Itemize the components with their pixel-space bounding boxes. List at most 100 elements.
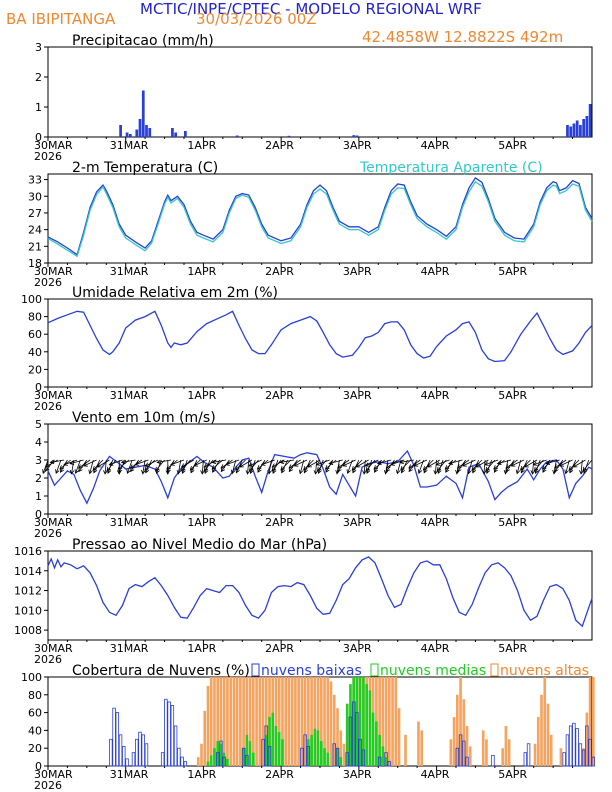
precip-bar xyxy=(184,131,187,137)
cloud-bar-cloud_orange xyxy=(391,677,394,766)
apparent-temperature-legend: Temperatura Aparente (C) xyxy=(359,160,543,176)
wind-arrow xyxy=(288,459,301,469)
cloud-bar-blue xyxy=(183,761,188,767)
cloud-bar-cloud_orange xyxy=(232,677,236,766)
wind-arrow-head xyxy=(533,466,539,472)
cloud-bar-blue xyxy=(572,722,576,767)
cloud-bar-cloud_orange xyxy=(281,677,284,766)
cloud-bar-blue xyxy=(332,743,336,767)
temp-xtick-label: 1APR xyxy=(187,265,216,278)
pressure-xtick-label: 5APR xyxy=(498,642,527,655)
precip-xtick-label: 1APR xyxy=(187,139,216,152)
temp-xtick-label: 3APR xyxy=(343,265,372,278)
cloud-bar-green xyxy=(365,684,368,766)
wind-arrow xyxy=(468,459,473,474)
wind-arrow-head xyxy=(180,463,186,468)
wind-arrow-head xyxy=(211,465,217,470)
wind-arrow xyxy=(142,459,146,474)
pressure-ytick-label: 1010 xyxy=(14,604,42,617)
wind-arrow-head xyxy=(141,469,146,475)
cloud-bar-cloud_orange xyxy=(261,677,265,766)
wind-arrow xyxy=(471,459,483,471)
wind-arrow-head xyxy=(117,465,123,470)
cloud-bar-green xyxy=(245,734,249,766)
pressure-ytick-label: 1012 xyxy=(14,585,42,598)
cloud-bar-green xyxy=(352,677,356,766)
wind-arrow xyxy=(436,459,450,466)
temperature-title: 2-m Temperatura (C) xyxy=(72,160,218,176)
wind-arrow xyxy=(121,459,136,463)
precip-xtick-label: 2APR xyxy=(265,139,294,152)
wind-arrow xyxy=(505,459,515,472)
wind-arrow-head xyxy=(288,467,294,473)
cloud-bar-green xyxy=(339,757,343,766)
wind-arrow-head xyxy=(307,463,312,468)
cloud-bar-green xyxy=(375,721,378,766)
wind-arrow-head xyxy=(505,467,511,473)
cloud-bar-blue xyxy=(170,705,175,767)
cloud-bar-cloud_orange xyxy=(452,717,456,766)
rh-ytick-label: 60 xyxy=(28,328,42,341)
cloud-bar-cloud_orange xyxy=(248,677,252,766)
legend-low-clouds-swatch xyxy=(251,663,260,677)
wind-arrow-head xyxy=(42,469,47,474)
cloud-bar-blue xyxy=(264,725,268,767)
cloud-bar-blue xyxy=(351,701,356,767)
clouds-xtick-label: 5APR xyxy=(498,768,527,781)
cloud-bar-cloud_orange xyxy=(384,677,388,766)
humidity-title: Umidade Relativa em 2m (%) xyxy=(72,285,278,301)
cloud-bar-green xyxy=(213,748,216,766)
rh-line-blue xyxy=(47,310,593,363)
cloud-bar-blue xyxy=(384,752,388,767)
cloud-bar-cloud_orange xyxy=(294,677,297,766)
wind-arrow-head xyxy=(564,469,569,475)
wind-arrow xyxy=(127,459,133,474)
cloud-bar-green xyxy=(277,732,281,766)
wind-arrow-head xyxy=(408,467,413,473)
cloud-bar-blue xyxy=(581,749,586,767)
wind-arrow xyxy=(89,459,94,474)
wind-arrow xyxy=(568,459,580,471)
wind-arrow-head xyxy=(293,462,299,467)
precip-bar xyxy=(569,126,573,137)
cloud-bar-cloud_orange xyxy=(310,677,313,766)
temp-line-blue xyxy=(47,176,593,256)
cloud-bar-cloud_orange xyxy=(307,677,310,766)
cloud-bar-green xyxy=(226,758,229,766)
temp-ytick-label: 33 xyxy=(28,174,42,187)
wind-arrow xyxy=(75,459,81,474)
wind-arrow-head xyxy=(176,469,182,475)
wind-arrow xyxy=(325,459,337,470)
cloud-bar-cloud_orange xyxy=(303,677,307,766)
wind-arrow xyxy=(303,459,314,471)
wind-arrow-head xyxy=(373,465,379,470)
wind-arrow xyxy=(377,459,392,465)
wind-arrow-head xyxy=(298,469,304,475)
wind-arrow xyxy=(554,459,567,469)
cloud-bar-cloud_orange xyxy=(297,677,300,766)
wind-arrow xyxy=(559,459,573,467)
wind-arrow xyxy=(211,459,224,470)
cloud-bar-cloud_orange xyxy=(216,677,220,766)
wind-arrow xyxy=(69,459,84,465)
temp-xtick-label: 30MAR xyxy=(34,265,73,278)
wind-arrow-head xyxy=(220,464,226,469)
rh-ytick-label: 100 xyxy=(21,293,42,306)
cloud-bar-cloud_orange xyxy=(284,677,288,766)
cloud-bar-green xyxy=(242,748,245,766)
wind-arrow-head xyxy=(445,468,450,473)
wind-arrow-head xyxy=(83,462,88,467)
cloud-bar-blue xyxy=(585,725,589,767)
pressure-frame xyxy=(47,550,593,641)
cloud-bar-blue xyxy=(112,707,116,767)
clouds-title: Cobertura de Nuvens (%) xyxy=(72,663,250,679)
wind-arrow-head xyxy=(444,465,450,470)
temp-ytick-label: 18 xyxy=(28,257,42,270)
cloud-bar-cloud_orange xyxy=(381,677,385,766)
cloud-bar-blue xyxy=(115,712,120,767)
cloud-bar-cloud_orange xyxy=(420,730,424,766)
wind-arrow-head xyxy=(346,469,351,474)
cloud-bar-cloud_orange xyxy=(255,677,258,766)
precip-ytick-label: 0 xyxy=(35,131,42,144)
header-location: 42.4858W 12.8822S 492m xyxy=(362,28,563,46)
